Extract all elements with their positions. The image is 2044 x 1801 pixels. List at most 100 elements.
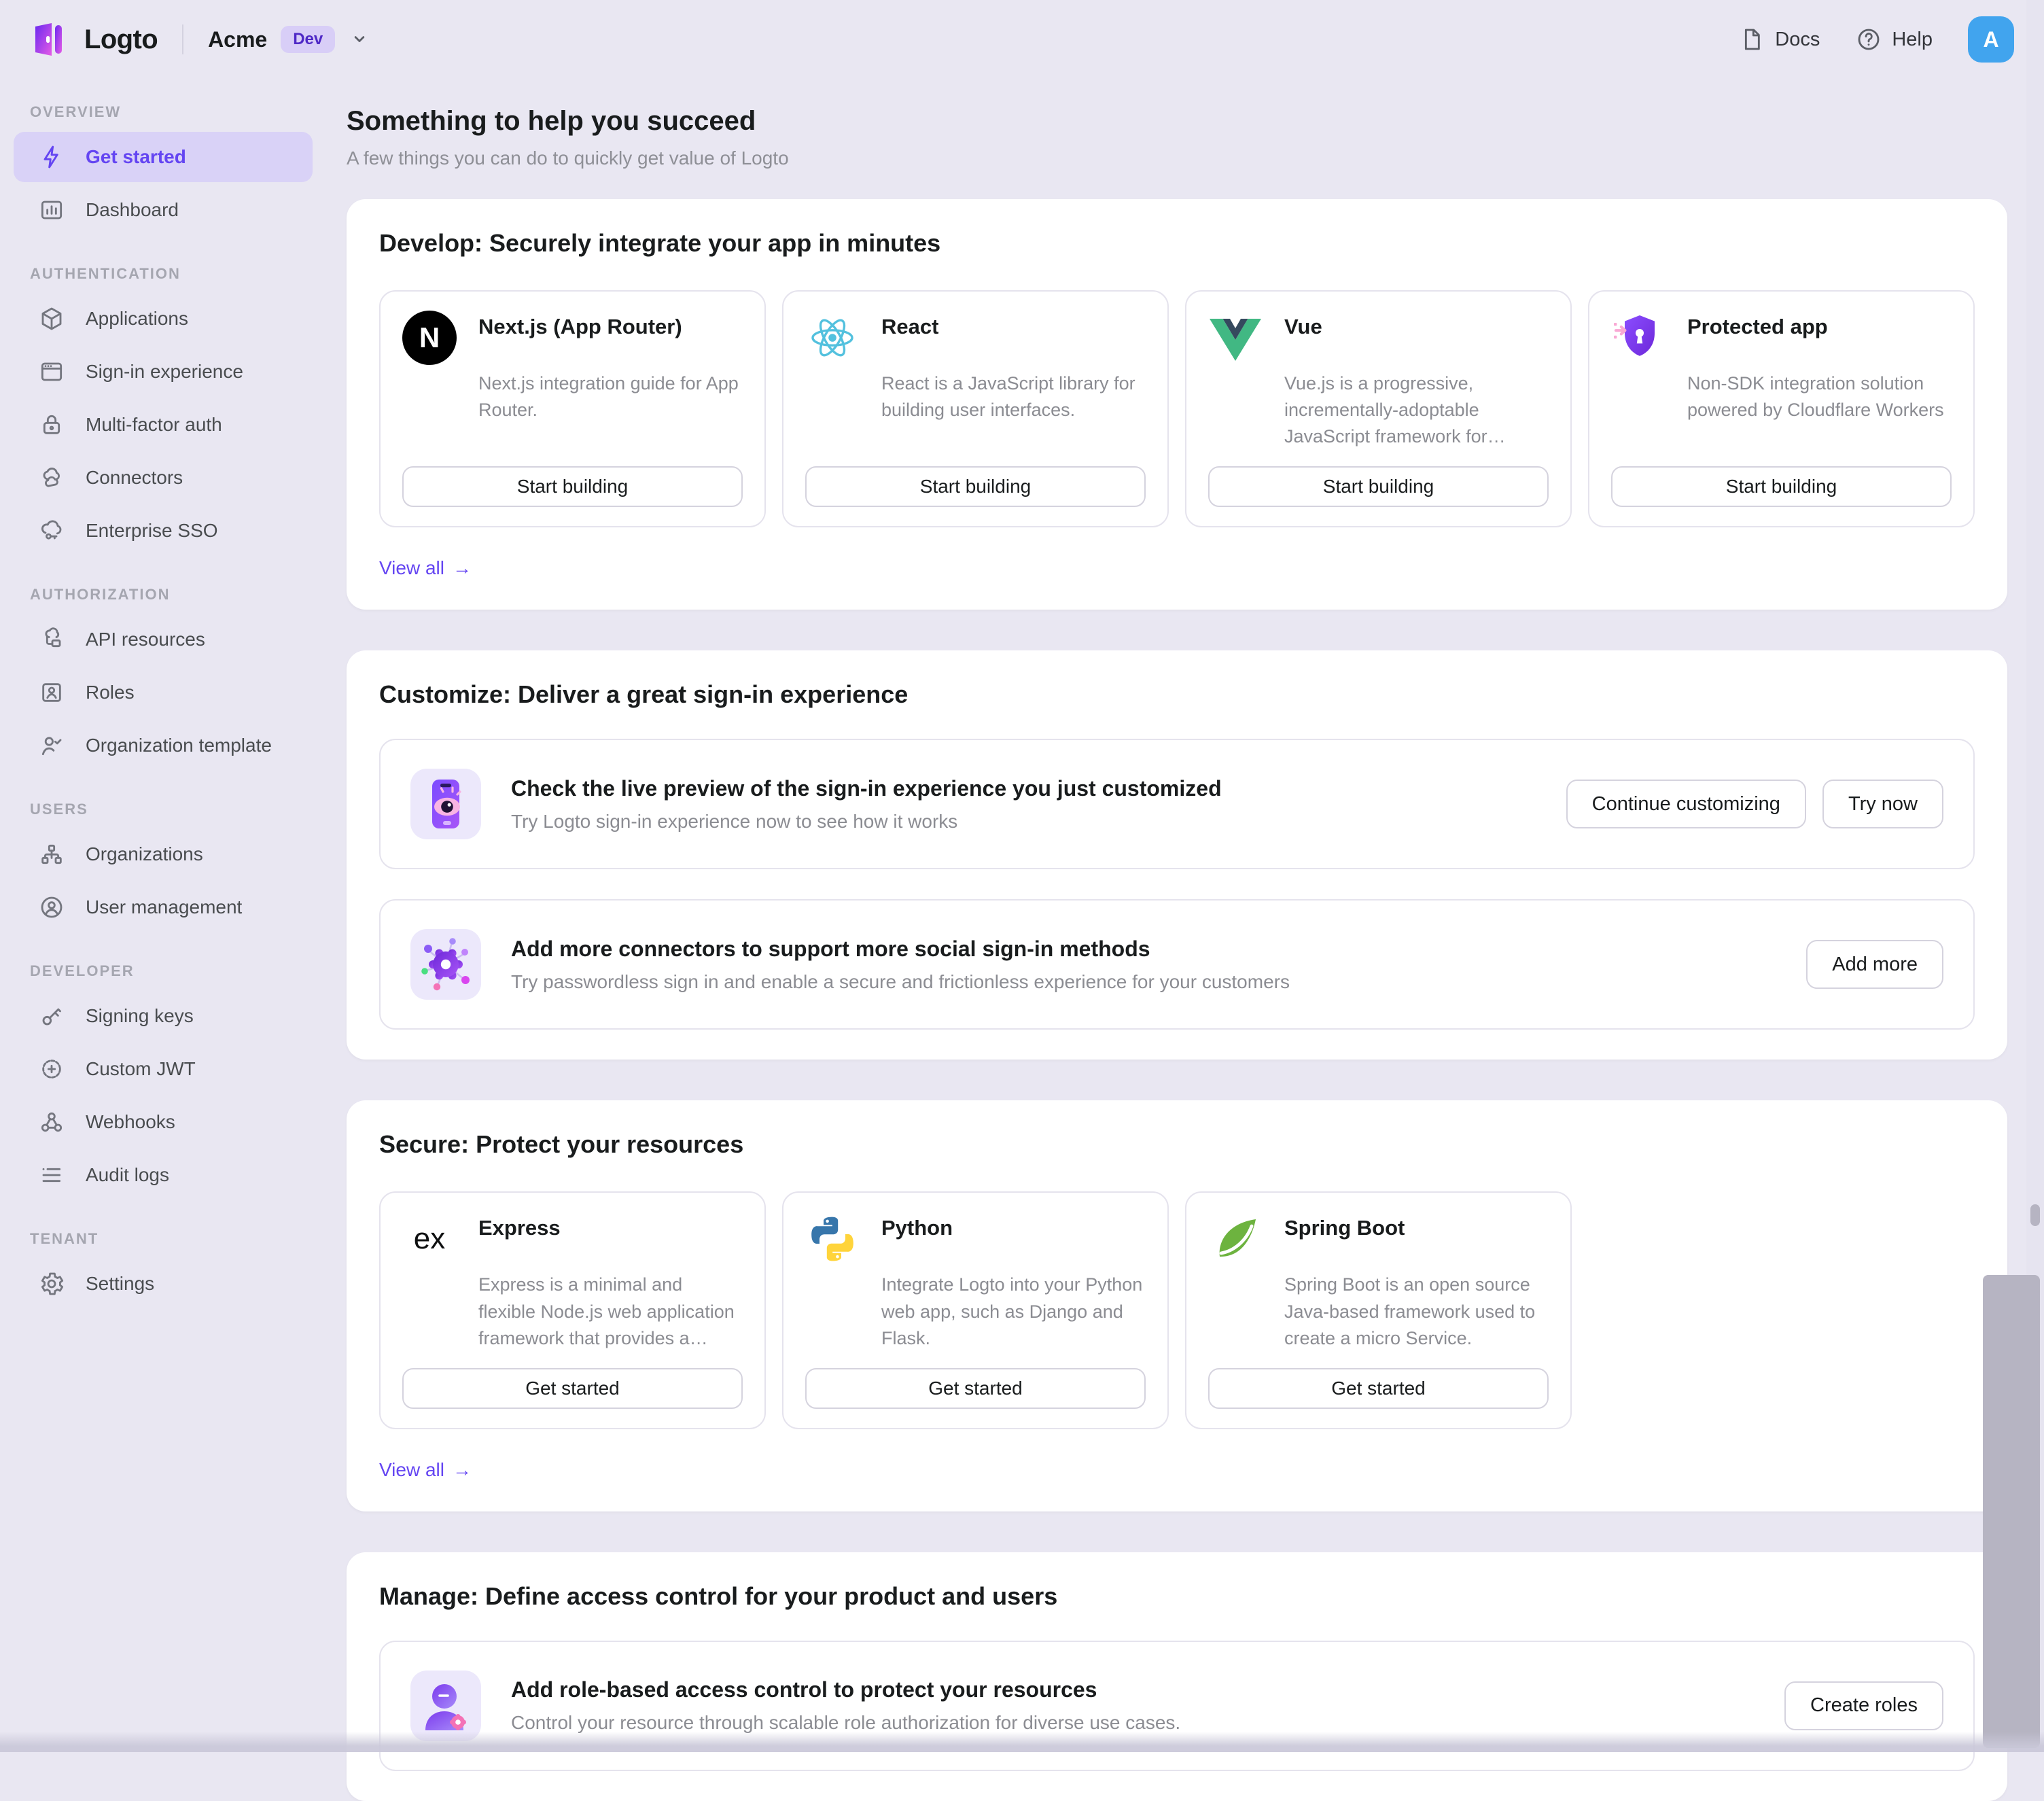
sidebar-section-users: USERS: [0, 790, 326, 826]
sidebar-item-enterprise-sso[interactable]: Enterprise SSO: [14, 506, 313, 556]
cube-icon: [38, 305, 65, 332]
try-now-button[interactable]: Try now: [1822, 780, 1943, 828]
topbar-divider: [182, 24, 183, 54]
sidebar-item-webhooks[interactable]: Webhooks: [14, 1097, 313, 1147]
sidebar-item-label: Audit logs: [86, 1164, 169, 1186]
view-all-label: View all: [379, 1459, 444, 1481]
browser-window-icon: [38, 358, 65, 385]
react-logo-icon: [805, 311, 860, 365]
logto-brand[interactable]: Logto: [30, 19, 158, 60]
manage-section: Manage: Define access control for your p…: [347, 1552, 2007, 1801]
framework-description: Next.js integration guide for App Router…: [478, 370, 743, 423]
framework-name: Python: [881, 1216, 953, 1240]
sidebar-item-organization-template[interactable]: Organization template: [14, 720, 313, 771]
user-circle-icon: [38, 894, 65, 921]
gear-icon: [38, 1270, 65, 1297]
framework-name: Vue: [1284, 315, 1322, 339]
arrow-right-icon: →: [453, 557, 472, 579]
sidebar-item-organizations[interactable]: Organizations: [14, 829, 313, 879]
topbar: Logto Acme Dev Docs Help A: [0, 0, 2044, 79]
svg-text:ex: ex: [414, 1222, 445, 1255]
create-roles-button[interactable]: Create roles: [1784, 1681, 1943, 1730]
sidebar-item-api-resources[interactable]: API resources: [14, 614, 313, 665]
start-building-button[interactable]: Start building: [1208, 466, 1549, 507]
sidebar-item-custom-jwt[interactable]: Custom JWT: [14, 1044, 313, 1094]
task-title: Check the live preview of the sign-in ex…: [511, 776, 1222, 801]
sidebar-item-dashboard[interactable]: Dashboard: [14, 185, 313, 235]
cloud-box-icon: [38, 626, 65, 653]
add-connectors-row: Add more connectors to support more soci…: [379, 899, 1975, 1030]
customize-heading: Customize: Deliver a great sign-in exper…: [379, 680, 1975, 709]
sidebar-item-get-started[interactable]: Get started: [14, 132, 313, 182]
sidebar-item-label: Signing keys: [86, 1005, 194, 1027]
help-label: Help: [1892, 29, 1933, 51]
sidebar-item-roles[interactable]: Roles: [14, 667, 313, 718]
sidebar-item-label: Get started: [86, 146, 186, 168]
sidebar-item-multi-factor-auth[interactable]: Multi-factor auth: [14, 400, 313, 450]
get-started-button[interactable]: Get started: [1208, 1368, 1549, 1409]
task-subtitle: Control your resource through scalable r…: [511, 1712, 1180, 1734]
framework-card-python: Python Integrate Logto into your Python …: [782, 1191, 1169, 1429]
vertical-scrollbar-thumb[interactable]: [1983, 1275, 2040, 1748]
tenant-name[interactable]: Acme: [208, 27, 267, 52]
add-more-button[interactable]: Add more: [1806, 940, 1943, 989]
start-building-button[interactable]: Start building: [805, 466, 1146, 507]
framework-description: Non-SDK integration solution powered by …: [1687, 370, 1952, 423]
express-logo-icon: ex: [402, 1212, 457, 1266]
vertical-scrollbar-thumb-cap[interactable]: [2030, 1204, 2040, 1226]
sidebar-item-user-management[interactable]: User management: [14, 882, 313, 932]
connector-gear-icon: [410, 929, 481, 1000]
sidebar-item-applications[interactable]: Applications: [14, 294, 313, 344]
env-badge: Dev: [281, 26, 335, 53]
framework-name: Spring Boot: [1284, 1216, 1405, 1240]
get-started-button[interactable]: Get started: [805, 1368, 1146, 1409]
framework-card-react: React React is a JavaScript library for …: [782, 290, 1169, 527]
framework-description: Integrate Logto into your Python web app…: [881, 1272, 1146, 1351]
sidebar-item-label: Connectors: [86, 467, 183, 489]
start-building-button[interactable]: Start building: [402, 466, 743, 507]
sidebar-item-settings[interactable]: Settings: [14, 1259, 313, 1309]
help-link[interactable]: Help: [1855, 26, 1933, 53]
develop-section: Develop: Securely integrate your app in …: [347, 199, 2007, 610]
view-all-link[interactable]: View all →: [379, 1459, 472, 1481]
org-chart-icon: [38, 841, 65, 868]
page-subtitle: A few things you can do to quickly get v…: [347, 147, 2007, 169]
tenant-switcher-chevron-icon[interactable]: [346, 26, 373, 53]
framework-name: React: [881, 315, 938, 339]
user-avatar[interactable]: A: [1968, 16, 2014, 63]
sidebar-section-authorization: AUTHORIZATION: [0, 575, 326, 612]
sidebar-item-audit-logs[interactable]: Audit logs: [14, 1150, 313, 1200]
question-circle-icon: [1855, 26, 1882, 53]
cloud-key-icon: [38, 517, 65, 544]
framework-description: Vue.js is a progressive, incrementally-a…: [1284, 370, 1549, 450]
logto-logo-icon: [30, 19, 71, 60]
continue-customizing-button[interactable]: Continue customizing: [1566, 780, 1806, 828]
sidebar-item-connectors[interactable]: Connectors: [14, 453, 313, 503]
sidebar-section-overview: OVERVIEW: [0, 92, 326, 129]
sidebar-item-sign-in-experience[interactable]: Sign-in experience: [14, 347, 313, 397]
customize-section: Customize: Deliver a great sign-in exper…: [347, 650, 2007, 1060]
sidebar-item-label: Dashboard: [86, 199, 179, 221]
arrow-right-icon: →: [453, 1459, 472, 1481]
framework-card-express: ex Express Express is a minimal and flex…: [379, 1191, 766, 1429]
sidebar-item-label: Applications: [86, 308, 188, 330]
sidebar-section-developer: DEVELOPER: [0, 951, 326, 988]
view-all-label: View all: [379, 557, 444, 579]
framework-card-nextjs: N Next.js (App Router) Next.js integrati…: [379, 290, 766, 527]
main-content: Something to help you succeed A few thin…: [326, 79, 2044, 1752]
framework-description: Express is a minimal and flexible Node.j…: [478, 1272, 743, 1351]
get-started-button[interactable]: Get started: [402, 1368, 743, 1409]
framework-name: Next.js (App Router): [478, 315, 682, 339]
key-icon: [38, 1002, 65, 1030]
sidebar-item-signing-keys[interactable]: Signing keys: [14, 991, 313, 1041]
secure-heading: Secure: Protect your resources: [379, 1130, 1975, 1159]
start-building-button[interactable]: Start building: [1611, 466, 1952, 507]
view-all-link[interactable]: View all →: [379, 557, 472, 579]
sidebar-item-label: Custom JWT: [86, 1058, 196, 1080]
brand-name: Logto: [84, 24, 158, 55]
docs-label: Docs: [1775, 29, 1820, 51]
sidebar: OVERVIEW Get started Dashboard AUTHENTIC…: [0, 79, 326, 1752]
docs-link[interactable]: Docs: [1738, 26, 1820, 53]
sidebar-item-label: Sign-in experience: [86, 361, 243, 383]
framework-name: Protected app: [1687, 315, 1828, 339]
